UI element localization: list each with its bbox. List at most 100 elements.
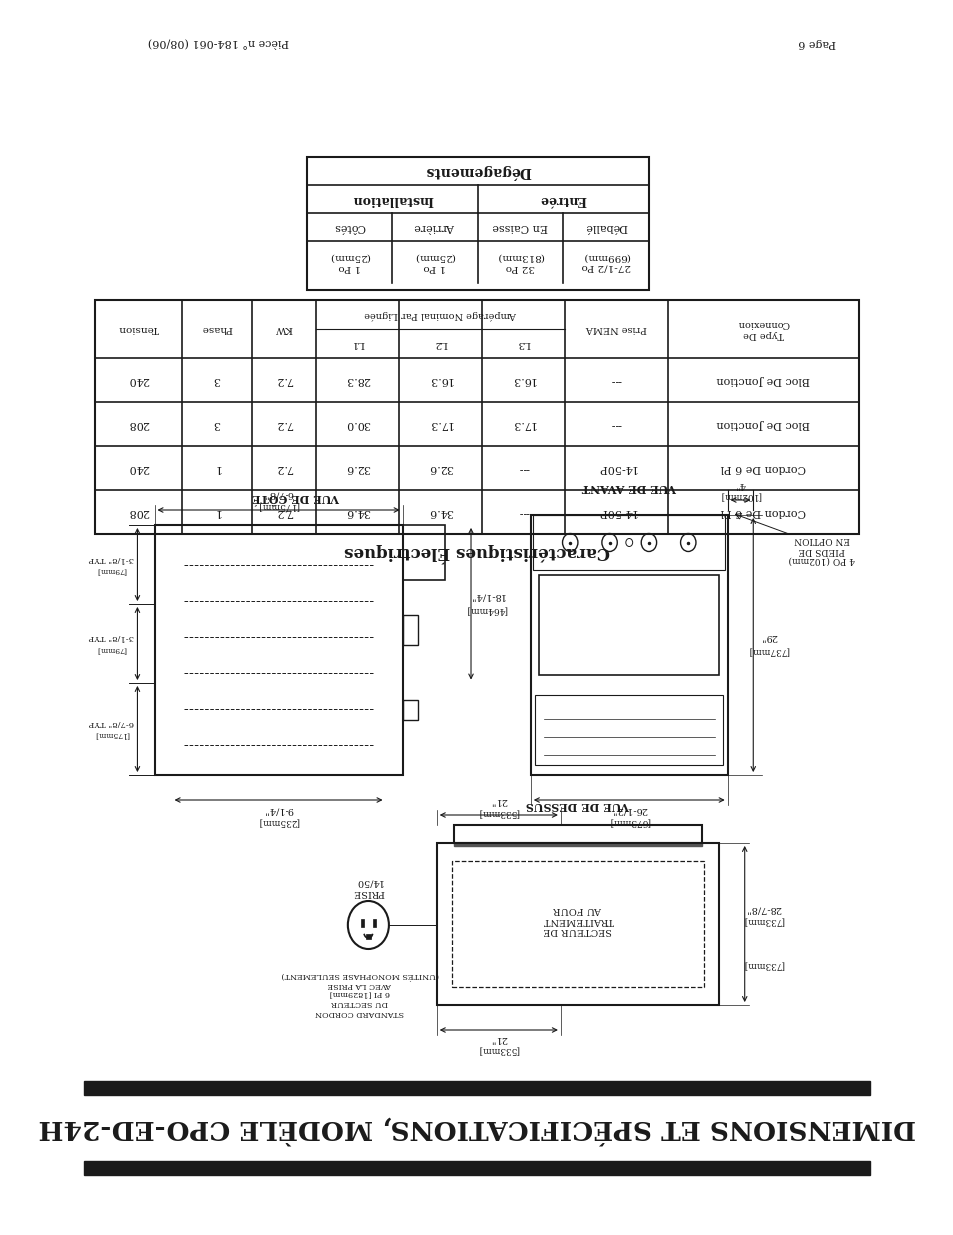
- Text: [737mm]: [737mm]: [747, 646, 788, 656]
- Bar: [94, 300, 859, 534]
- Text: [673mm]: [673mm]: [608, 818, 649, 826]
- Text: 6-7/8" TYP: 6-7/8" TYP: [89, 719, 134, 727]
- Text: 16.3: 16.3: [511, 375, 536, 385]
- Text: VUE DE DESSUS: VUE DE DESSUS: [525, 799, 629, 810]
- Bar: [84, 1081, 869, 1095]
- Text: 7.2: 7.2: [274, 463, 293, 473]
- Text: 29": 29": [760, 632, 777, 641]
- Text: 1 Po
(25mm): 1 Po (25mm): [415, 252, 456, 272]
- Text: 240: 240: [128, 463, 149, 473]
- Bar: [535, 695, 722, 764]
- Text: Type De
Connexion: Type De Connexion: [737, 320, 789, 338]
- Text: [464mm]: [464mm]: [465, 605, 507, 614]
- Text: Entrée: Entrée: [539, 193, 586, 205]
- Bar: [436, 844, 719, 1005]
- Bar: [538, 576, 719, 676]
- Text: 32.6: 32.6: [428, 463, 453, 473]
- Text: VUE DE AVANT: VUE DE AVANT: [581, 482, 677, 493]
- Text: Phase: Phase: [201, 325, 233, 333]
- Text: Ampérage Nominal Par Lignée: Ampérage Nominal Par Lignée: [364, 310, 517, 320]
- Bar: [530, 515, 727, 776]
- Bar: [454, 825, 701, 844]
- Bar: [454, 844, 701, 846]
- Bar: [402, 525, 445, 580]
- Text: 4 PO (102mm)
PIEDS DE
EN OPTION: 4 PO (102mm) PIEDS DE EN OPTION: [787, 535, 854, 564]
- Text: SECTEUR DE
TRAITEMENT
AU FOUR: SECTEUR DE TRAITEMENT AU FOUR: [542, 905, 613, 935]
- Text: 34.6: 34.6: [345, 508, 370, 517]
- Text: 3-1/8" TYP: 3-1/8" TYP: [89, 634, 134, 641]
- Text: 1: 1: [213, 508, 220, 517]
- Text: [79mm]: [79mm]: [96, 567, 127, 574]
- Text: Page 6: Page 6: [798, 38, 836, 48]
- Bar: [365, 934, 371, 939]
- Text: 240: 240: [128, 375, 149, 385]
- Text: Bloc De Jonction: Bloc De Jonction: [716, 419, 809, 429]
- Text: 9-1/4": 9-1/4": [263, 805, 294, 815]
- Text: 14-50P: 14-50P: [596, 463, 636, 473]
- Bar: [307, 157, 648, 290]
- Text: Caractéristiques Électriques: Caractéristiques Électriques: [344, 543, 609, 563]
- Text: Tension: Tension: [117, 325, 158, 333]
- Text: 32.6: 32.6: [345, 463, 370, 473]
- Text: 21": 21": [490, 797, 507, 805]
- Text: 4": 4": [734, 479, 745, 489]
- Text: [175mm]: [175mm]: [94, 731, 129, 739]
- Text: 1: 1: [213, 463, 220, 473]
- Text: 3: 3: [213, 419, 220, 429]
- Text: 7.2: 7.2: [274, 375, 293, 385]
- Text: 34.6: 34.6: [428, 508, 453, 517]
- Text: KW: KW: [274, 325, 293, 333]
- Text: Pièce n° 184-061 (08/06): Pièce n° 184-061 (08/06): [148, 37, 289, 48]
- Text: L2: L2: [434, 338, 447, 348]
- Text: 32 Po
(813mm): 32 Po (813mm): [497, 252, 544, 272]
- Text: VUE DE CÔTÉ: VUE DE CÔTÉ: [252, 492, 339, 503]
- Bar: [154, 525, 402, 776]
- Text: 30.0: 30.0: [345, 419, 370, 429]
- Text: ---: ---: [517, 508, 529, 517]
- Bar: [84, 1161, 869, 1174]
- Text: 28-7/8": 28-7/8": [745, 904, 781, 914]
- Text: 21": 21": [490, 1034, 507, 1042]
- Text: ---: ---: [517, 463, 529, 473]
- Text: [102mm]: [102mm]: [719, 492, 760, 500]
- Text: Prise NEMA: Prise NEMA: [585, 325, 646, 333]
- Text: Cordon De 6 Pl: Cordon De 6 Pl: [720, 508, 805, 517]
- Text: 17.3: 17.3: [511, 419, 536, 429]
- Text: ---: ---: [610, 419, 621, 429]
- Text: L1: L1: [351, 338, 364, 348]
- Text: [79mm]: [79mm]: [96, 646, 127, 653]
- Bar: [452, 861, 703, 987]
- Text: 208: 208: [128, 419, 149, 429]
- Text: 3-1/8" TYP: 3-1/8" TYP: [89, 555, 134, 562]
- Bar: [373, 919, 375, 927]
- Text: PRISE
14/50: PRISE 14/50: [352, 877, 384, 897]
- Text: 1 Po
(25mm): 1 Po (25mm): [329, 252, 370, 272]
- Text: 16.3: 16.3: [428, 375, 453, 385]
- Text: Déballé: Déballé: [584, 222, 627, 232]
- Text: 3: 3: [213, 375, 220, 385]
- Text: Dégagements: Dégagements: [424, 163, 531, 179]
- Bar: [533, 515, 724, 571]
- Text: 26-1/2": 26-1/2": [611, 805, 646, 815]
- Text: 6-7/8": 6-7/8": [263, 489, 294, 499]
- Text: L3: L3: [517, 338, 530, 348]
- Text: Bloc De Jonction: Bloc De Jonction: [716, 375, 809, 385]
- Text: 208: 208: [128, 508, 149, 517]
- Text: 27-1/2 Po
(699mm): 27-1/2 Po (699mm): [580, 252, 630, 272]
- Text: Côtés: Côtés: [334, 222, 365, 232]
- Text: En Caisse: En Caisse: [493, 222, 548, 232]
- Text: ---: ---: [610, 375, 621, 385]
- Text: [733mm]: [733mm]: [742, 961, 783, 969]
- Text: 7.2: 7.2: [274, 419, 293, 429]
- Text: DIMENSIONS ET SPÉCIFICATIONS, MODÈLE CPO-ED-24H: DIMENSIONS ET SPÉCIFICATIONS, MODÈLE CPO…: [38, 1115, 915, 1145]
- Text: [733mm]: [733mm]: [742, 916, 783, 925]
- Bar: [360, 919, 364, 927]
- Text: 7.2: 7.2: [274, 508, 293, 517]
- Text: [533mm]: [533mm]: [477, 1046, 519, 1055]
- Text: Cordon De 6 Pl: Cordon De 6 Pl: [720, 463, 805, 473]
- Text: [175mm]: [175mm]: [257, 501, 299, 510]
- Text: [235mm]: [235mm]: [257, 818, 299, 826]
- Text: 14-50P: 14-50P: [596, 508, 636, 517]
- Bar: [402, 700, 417, 720]
- Text: [533mm]: [533mm]: [477, 809, 519, 818]
